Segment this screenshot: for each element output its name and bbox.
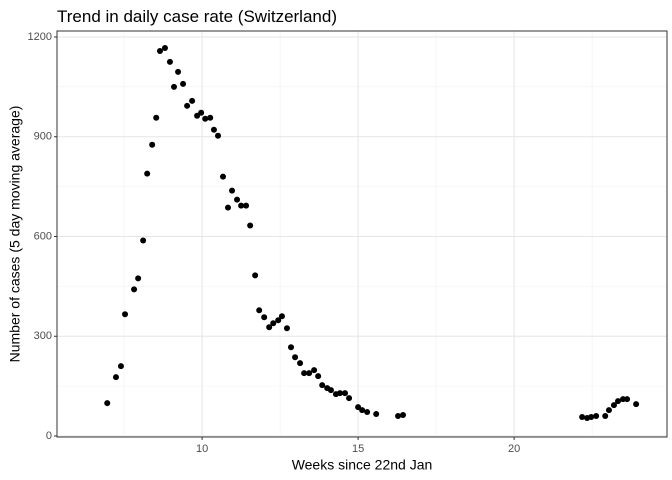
point	[319, 382, 326, 389]
point	[341, 390, 348, 397]
point	[104, 400, 111, 407]
y-tick-label: 1200	[28, 31, 52, 43]
point	[238, 202, 245, 209]
point	[588, 414, 595, 421]
point	[202, 115, 209, 122]
point	[292, 354, 299, 361]
point	[140, 237, 147, 244]
point	[633, 401, 640, 408]
point	[400, 412, 407, 419]
plot-frame	[56, 30, 668, 438]
point	[166, 58, 173, 65]
point	[149, 141, 156, 148]
point	[364, 409, 371, 416]
point	[135, 275, 142, 282]
point	[247, 222, 254, 229]
x-tick-label: 20	[508, 443, 520, 455]
point	[131, 286, 138, 293]
point	[615, 398, 622, 405]
chart-title: Trend in daily case rate (Switzerland)	[57, 7, 337, 26]
point	[602, 413, 609, 420]
point	[270, 320, 277, 327]
point	[234, 196, 241, 203]
point	[224, 204, 231, 211]
point	[346, 395, 353, 402]
point	[156, 47, 163, 54]
point	[243, 202, 250, 209]
point	[373, 411, 380, 418]
point	[327, 387, 334, 394]
point	[266, 324, 273, 331]
point	[315, 373, 322, 380]
point	[311, 367, 318, 374]
point	[395, 413, 402, 420]
y-tick-label: 300	[34, 330, 52, 342]
point	[579, 414, 586, 421]
point	[610, 402, 617, 409]
x-tick-label: 15	[352, 443, 364, 455]
point	[252, 272, 259, 279]
point	[153, 114, 160, 121]
point	[219, 173, 226, 180]
point	[229, 187, 236, 194]
point	[122, 311, 129, 318]
point	[161, 44, 168, 51]
point	[189, 97, 196, 104]
x-tick-label: 10	[196, 443, 208, 455]
point	[112, 374, 119, 381]
point	[117, 363, 124, 370]
y-tick-label: 600	[34, 230, 52, 242]
point	[605, 407, 612, 414]
point	[359, 407, 366, 414]
point	[210, 126, 217, 133]
point	[278, 313, 285, 320]
point	[337, 390, 344, 397]
point	[624, 396, 631, 403]
y-tick-label: 900	[34, 131, 52, 143]
point	[297, 360, 304, 367]
y-axis-title: Number of cases (5 day moving average)	[7, 106, 23, 363]
point	[215, 132, 222, 139]
point	[175, 68, 182, 75]
point	[288, 344, 295, 351]
point	[283, 325, 290, 332]
point	[171, 83, 178, 90]
point	[275, 317, 282, 324]
x-axis-title: Weeks since 22nd Jan	[292, 457, 433, 473]
point	[256, 307, 263, 314]
point	[301, 370, 308, 377]
point	[180, 80, 187, 87]
point	[261, 314, 268, 321]
point	[144, 170, 151, 177]
point	[207, 114, 214, 121]
y-tick-label: 0	[46, 430, 52, 442]
point	[593, 413, 600, 420]
point	[198, 109, 205, 116]
point	[184, 102, 191, 109]
point	[306, 370, 313, 377]
